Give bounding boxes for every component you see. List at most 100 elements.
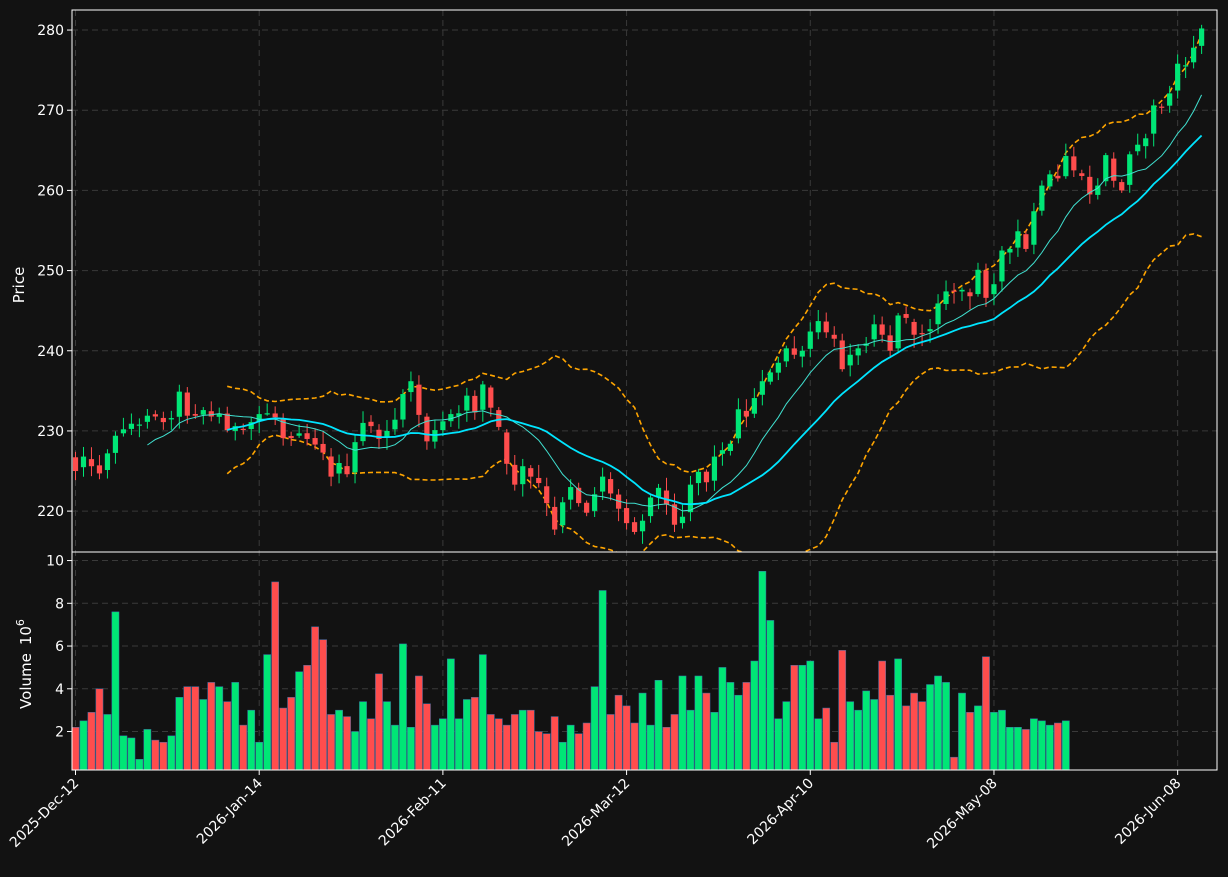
candle-body: [983, 270, 989, 298]
candle-body: [655, 487, 662, 498]
candle-body: [895, 315, 901, 349]
candle-body: [719, 450, 726, 454]
candle-body: [592, 494, 598, 511]
volume-bar: [734, 694, 743, 770]
volume-bar: [143, 729, 152, 770]
candle-body: [328, 456, 334, 477]
candle-body: [967, 292, 973, 297]
candle-body: [192, 414, 198, 416]
volume-axis-label-exponent: 6: [14, 619, 27, 626]
volume-bar: [518, 709, 527, 770]
volume-bar: [702, 692, 711, 770]
volume-bar: [718, 667, 727, 770]
volume-bar: [582, 722, 591, 770]
volume-bar: [646, 724, 655, 770]
volume-bar: [830, 741, 839, 770]
volume-bar: [710, 712, 719, 770]
volume-bar: [966, 712, 974, 770]
candle-body: [576, 487, 582, 504]
volume-bar: [782, 701, 791, 770]
candle-body: [112, 435, 119, 453]
volume-axis-label-text: Volume: [17, 653, 35, 709]
lower-band-line: [226, 233, 1202, 552]
volume-bar: [886, 694, 894, 770]
volume-bar: [462, 699, 471, 770]
volume-bar: [95, 688, 104, 770]
x-tick-label: 2025-Dec-12: [7, 776, 82, 851]
volume-bar: [72, 727, 80, 770]
price-tick-label: 220: [37, 504, 64, 520]
volume-bar: [359, 701, 367, 770]
candle-body: [72, 457, 79, 472]
ma-slow-line: [226, 134, 1203, 506]
candle-body: [464, 395, 470, 411]
volume-bar: [990, 712, 998, 770]
volume-bar: [558, 741, 567, 770]
volume-bar: [151, 739, 160, 770]
candle-body: [727, 443, 734, 451]
volume-tick-label: 6: [55, 639, 64, 655]
upper-band-line: [227, 33, 1203, 474]
volume-bar: [574, 733, 583, 770]
volume-bar: [271, 581, 280, 770]
volume-bar: [766, 620, 775, 770]
candle-body: [1191, 47, 1197, 63]
volume-bar: [1038, 720, 1046, 770]
volume-bar: [630, 722, 639, 770]
candle-body: [496, 410, 502, 427]
volume-bar: [279, 707, 288, 770]
candle-body: [200, 410, 206, 415]
candle-body: [959, 289, 965, 292]
candle-body: [783, 348, 789, 362]
candle-body: [807, 331, 813, 349]
candle-body: [368, 421, 374, 427]
price-axis-label: Price: [10, 267, 28, 304]
volume-bar: [662, 727, 671, 770]
volume-bar: [542, 733, 551, 770]
candle-body: [767, 372, 773, 382]
candle-body: [903, 314, 909, 318]
candle-body: [584, 502, 590, 513]
candle-body: [360, 422, 366, 442]
candle-body: [136, 424, 142, 426]
volume-bar: [758, 570, 767, 770]
candle-body: [1079, 173, 1085, 176]
candle-body: [623, 508, 630, 524]
volume-bar: [159, 741, 168, 770]
candle-body: [1023, 234, 1029, 249]
candle-body: [663, 490, 670, 505]
candle-body: [1143, 138, 1149, 147]
candle-body: [128, 423, 135, 429]
x-tick-label: 2026-Jan-14: [194, 775, 266, 847]
volume-bar: [375, 673, 383, 770]
volume-bar: [87, 712, 96, 770]
candle-body: [312, 438, 318, 445]
candle-body: [344, 466, 350, 475]
price-tick-label: 260: [37, 183, 64, 199]
volume-bar: [854, 709, 863, 770]
candle-body: [264, 413, 270, 415]
volume-bar: [1014, 727, 1022, 770]
volume-bar: [367, 718, 375, 770]
candle-body: [919, 333, 925, 335]
volume-bar: [199, 699, 208, 770]
volume-bar: [686, 709, 695, 770]
volume-bar: [846, 701, 855, 770]
candle-body: [520, 466, 526, 485]
volume-bar: [486, 714, 495, 770]
volume-bar: [351, 731, 359, 770]
price-tick-label: 270: [37, 103, 64, 119]
volume-bar: [726, 682, 735, 770]
candle-body: [152, 414, 158, 417]
volume-bar: [590, 686, 599, 770]
volume-axes-frame: [71, 551, 1218, 771]
candle-body: [1183, 65, 1189, 67]
volume-bar: [910, 692, 918, 770]
candle-body: [504, 432, 510, 464]
candle-body: [927, 329, 933, 332]
candle-body: [608, 479, 614, 494]
volume-bar: [167, 735, 176, 770]
candle-body: [392, 419, 398, 430]
volume-bar: [223, 701, 232, 770]
